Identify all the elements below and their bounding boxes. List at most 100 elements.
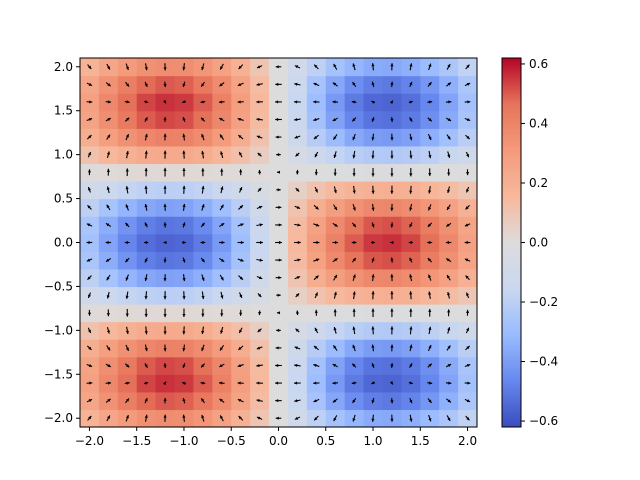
quiver-arrowhead — [88, 346, 92, 350]
quiver-arrowhead — [409, 344, 413, 348]
quiver-arrowhead — [144, 133, 148, 138]
quiver-arrowhead — [105, 258, 110, 262]
quiver-arrowhead — [163, 99, 167, 104]
quiver-arrowhead — [125, 168, 129, 172]
quiver-arrowhead — [88, 135, 92, 139]
quiver-arrowhead — [144, 277, 148, 282]
quiver-arrowhead — [314, 327, 318, 332]
quiver-arrowhead — [201, 168, 205, 172]
quiver-arrowhead — [125, 204, 129, 208]
quiver-arrowhead — [105, 223, 110, 227]
quiver-arrowhead — [278, 276, 282, 280]
quiver-arrowhead — [409, 291, 413, 295]
quiver-arrowhead — [182, 364, 186, 368]
x-tick-label: 0.5 — [316, 434, 335, 448]
quiver-arrowhead — [201, 295, 205, 300]
quiver-arrowhead — [107, 100, 112, 104]
quiver-arrowhead — [428, 155, 432, 159]
quiver-arrowhead — [428, 344, 432, 349]
quiver-arrowhead — [294, 363, 298, 368]
quiver-arrowhead — [445, 240, 449, 245]
quiver-arrowhead — [182, 414, 186, 418]
quiver-arrowhead — [163, 117, 167, 121]
quiver-arrowhead — [294, 381, 298, 385]
quiver-arrowhead — [201, 83, 205, 87]
quiver-arrowhead — [371, 344, 375, 348]
quiver-arrowhead — [163, 133, 167, 137]
quiver-arrowhead — [201, 66, 205, 71]
quiver-arrowhead — [163, 397, 167, 402]
quiver-arrowhead — [390, 173, 394, 177]
quiver-arrowhead — [390, 190, 394, 194]
quiver-arrowhead — [182, 222, 186, 226]
quiver-arrowhead — [220, 330, 224, 334]
quiver-arrowhead — [125, 295, 129, 299]
quiver-arrowhead — [144, 168, 148, 172]
quiver-arrowhead — [371, 224, 375, 228]
quiver-arrowhead — [219, 364, 223, 367]
quiver-arrowhead — [390, 137, 394, 141]
quiver-arrowhead — [352, 63, 356, 67]
quiver-arrowhead — [163, 167, 167, 171]
quiver-arrowhead — [278, 205, 282, 209]
quiver-arrowhead — [294, 346, 298, 350]
quiver-arrowhead — [201, 313, 205, 317]
quiver-arrowhead — [352, 418, 356, 422]
quiver-arrowhead — [352, 155, 356, 159]
quiver-arrowhead — [182, 133, 186, 137]
quiver-arrowhead — [409, 326, 413, 330]
quiver-arrowhead — [294, 135, 298, 139]
quiver-arrowhead — [371, 381, 375, 385]
quiver-arrowhead — [467, 381, 471, 385]
quiver-arrowhead — [144, 222, 148, 226]
quiver-arrowhead — [315, 275, 319, 279]
quiver-arrowhead — [89, 100, 93, 104]
colorbar-tick-label: 0.2 — [529, 176, 548, 190]
quiver-arrowhead — [239, 169, 243, 173]
quiver-arrowhead — [275, 363, 279, 368]
quiver-arrowhead — [107, 66, 110, 70]
quiver-arrowhead — [238, 135, 242, 139]
colorbar-axis: −0.6 −0.4 −0.2 0.0 0.2 0.4 0.6 — [521, 57, 558, 428]
quiver-arrowhead — [314, 417, 318, 421]
quiver-arrowhead — [409, 274, 413, 278]
quiver-arrowhead — [163, 331, 167, 335]
quiver-arrowhead — [333, 309, 337, 313]
quiver-arrowhead — [352, 291, 356, 295]
x-tick-label: 0.0 — [269, 434, 288, 448]
quiver-arrowhead — [332, 364, 337, 367]
quiver-arrowhead — [107, 134, 111, 138]
quiver-arrowhead — [219, 134, 223, 138]
quiver-arrowhead — [447, 364, 452, 367]
x-axis: −2.0 −1.5 −1.0 −0.5 0.0 0.5 1.0 1.5 2.0 — [75, 427, 477, 448]
quiver-arrowhead — [294, 82, 298, 86]
quiver-arrowhead — [125, 222, 129, 227]
quiver-arrowhead — [276, 170, 280, 174]
quiver-arrowhead — [258, 205, 263, 209]
quiver-arrowhead — [371, 418, 375, 422]
quiver-arrowhead — [88, 363, 93, 367]
quiver-arrowhead — [88, 294, 91, 298]
quiver-arrowhead — [352, 118, 356, 122]
quiver-arrowhead — [466, 364, 471, 368]
colorbar-tick-label: 0.4 — [529, 116, 548, 130]
quiver-arrowhead — [276, 153, 280, 157]
quiver-arrowhead — [428, 399, 432, 403]
quiver-arrowhead — [87, 152, 91, 156]
quiver-arrowhead — [107, 118, 111, 121]
quiver-arrowhead — [182, 185, 186, 189]
quiver-arrowhead — [144, 381, 149, 385]
quiver-arrowhead — [238, 346, 242, 350]
quiver-arrowhead — [390, 240, 394, 245]
quiver-arrowhead — [447, 327, 451, 331]
quiver-arrowhead — [296, 276, 301, 280]
quiver-arrowhead — [428, 136, 432, 141]
quiver-arrowhead — [107, 347, 111, 351]
quiver-arrowhead — [427, 258, 432, 262]
quiver-arrowhead — [163, 296, 167, 300]
quiver-arrowhead — [447, 82, 451, 86]
quiver-arrowhead — [390, 274, 394, 278]
quiver-arrowhead — [408, 240, 412, 245]
quiver-arrowhead — [371, 308, 375, 312]
